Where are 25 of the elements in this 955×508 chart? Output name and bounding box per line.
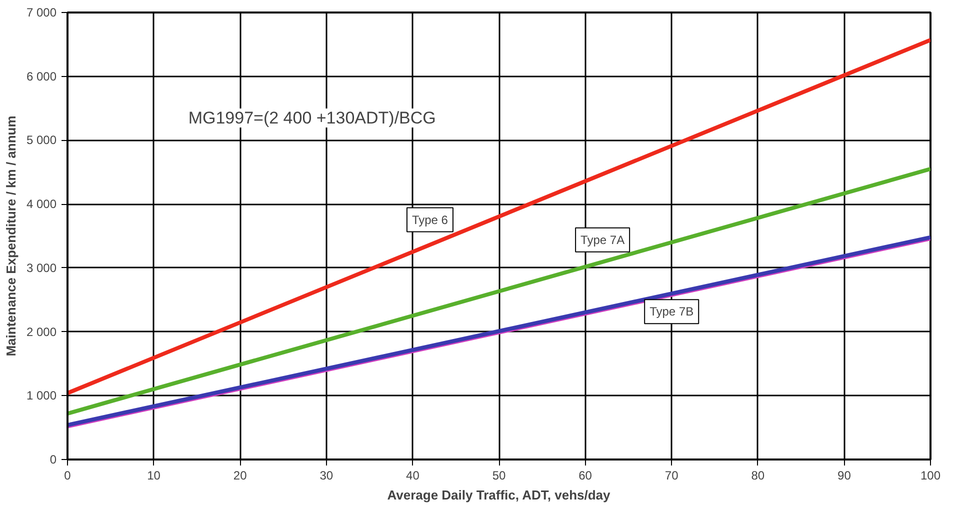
x-tick-label: 20: [233, 468, 248, 482]
y-tick-label: 4 000: [26, 197, 57, 212]
x-tick-label: 70: [664, 468, 679, 482]
x-tick-label: 40: [406, 468, 420, 482]
y-tick-label: 6 000: [26, 69, 57, 84]
y-tick-label: 0: [50, 452, 57, 466]
x-tick-label: 100: [920, 468, 941, 482]
x-tick-label: 90: [838, 468, 852, 482]
annotation: MG1997=(2 400 +130ADT)/BCG: [188, 108, 436, 128]
x-tick-label: 60: [578, 468, 592, 482]
y-tick-label: 2 000: [26, 324, 57, 339]
series-label: Type 7A: [580, 232, 625, 247]
series-label: Type 6: [412, 212, 448, 227]
x-tick-label: 30: [320, 468, 334, 482]
x-tick-label: 10: [147, 468, 161, 482]
x-tick-label: 80: [751, 468, 765, 482]
x-tick-label: 50: [492, 468, 506, 482]
y-tick-label: 1 000: [26, 388, 57, 403]
y-tick-label: 5 000: [26, 133, 57, 148]
y-axis-title: Maintenance Expenditure / km / annum: [3, 116, 18, 356]
x-tick-label: 0: [64, 468, 72, 482]
y-tick-label: 3 000: [26, 260, 57, 275]
series-label: Type 7B: [650, 304, 694, 319]
x-axis-title: Average Daily Traffic, ADT, vehs/day: [387, 488, 612, 502]
y-tick-label: 7 000: [26, 6, 57, 20]
